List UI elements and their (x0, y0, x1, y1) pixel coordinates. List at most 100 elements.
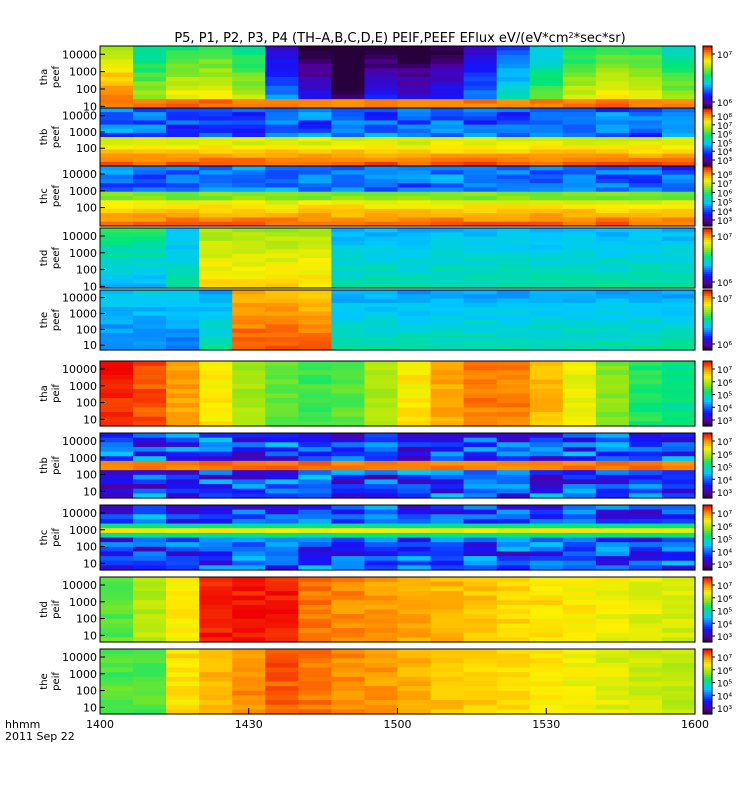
heatmap-cell (496, 379, 531, 385)
heatmap-cell (397, 361, 432, 367)
heatmap-cell (331, 166, 366, 171)
heatmap-cell (463, 460, 498, 467)
heatmap-cell (232, 337, 266, 343)
heatmap-cell (298, 700, 332, 706)
heatmap-cell (364, 433, 399, 439)
heatmap-cell (529, 370, 564, 376)
heatmap-cell (628, 658, 663, 664)
heatmap-cell (199, 407, 233, 413)
heatmap-cell (496, 81, 531, 87)
colorbar-segment (703, 188, 712, 191)
heatmap-cell (661, 262, 696, 268)
colorbar-segment (703, 182, 712, 185)
heatmap-cell (595, 667, 630, 673)
heatmap-cell (199, 586, 233, 592)
heatmap-cell (166, 474, 200, 481)
heatmap-cell (661, 258, 696, 263)
colorbar-segment (703, 577, 712, 580)
heatmap-cell (166, 204, 200, 210)
heatmap-cell (298, 542, 332, 548)
heatmap-cell (331, 145, 366, 151)
heatmap-cell (166, 166, 200, 171)
heatmap-cell (430, 249, 465, 255)
heatmap-cell (265, 170, 299, 176)
heatmap-cell (496, 388, 531, 395)
heatmap-cell (199, 600, 233, 606)
heatmap-cell (397, 157, 432, 163)
heatmap-cell (265, 416, 299, 422)
colorbar-tick-label: 10³ (717, 561, 732, 571)
heatmap-cell (199, 695, 233, 701)
heatmap-cell (661, 337, 696, 343)
heatmap-cell (496, 704, 531, 710)
heatmap-cell (496, 384, 531, 390)
heatmap-cell (661, 590, 696, 597)
heatmap-cell (529, 407, 564, 413)
heatmap-cell (463, 421, 498, 427)
heatmap-cell (133, 416, 167, 422)
heatmap-cell (463, 537, 498, 543)
heatmap-cell (595, 407, 630, 413)
heatmap-cell (100, 370, 134, 376)
heatmap-cell (133, 174, 167, 180)
heatmap-cell (628, 528, 663, 534)
heatmap-cell (100, 676, 134, 683)
heatmap-cell (595, 609, 630, 615)
colorbar-segment (703, 87, 712, 90)
heatmap-cell (463, 236, 498, 242)
heatmap-cell (661, 456, 696, 462)
heatmap-cell (298, 200, 332, 206)
heatmap-cell (529, 50, 564, 56)
colorbar-segment (703, 533, 712, 536)
heatmap-cell (298, 191, 332, 197)
heatmap-cell (496, 275, 531, 281)
colorbar-segment (703, 655, 712, 659)
heatmap-cell (661, 600, 696, 606)
heatmap-cell (463, 266, 498, 272)
heatmap-cell (463, 509, 498, 515)
heatmap-cell (298, 456, 332, 462)
heatmap-cell (166, 653, 200, 659)
heatmap-cell (232, 320, 266, 325)
heatmap-cell (298, 253, 332, 259)
heatmap-cell (397, 523, 432, 529)
heatmap-cell (397, 374, 432, 381)
heatmap-cell (529, 433, 564, 439)
heatmap-cell (661, 577, 696, 583)
heatmap-cell (331, 379, 366, 385)
heatmap-cell (331, 365, 366, 371)
heatmap-cell (298, 90, 332, 96)
heatmap-cell (661, 137, 696, 142)
heatmap-cell (397, 421, 432, 427)
heatmap-cell (430, 614, 465, 620)
heatmap-cell (100, 604, 134, 611)
heatmap-cell (100, 90, 134, 96)
heatmap-cell (562, 174, 597, 180)
heatmap-cell (232, 658, 266, 664)
heatmap-cell (232, 245, 266, 251)
y-tick-label: 100 (76, 541, 97, 554)
heatmap-cell (265, 686, 299, 692)
heatmap-cell (562, 470, 597, 476)
heatmap-cell (496, 484, 531, 490)
heatmap-cell (199, 509, 233, 515)
heatmap-cell (232, 85, 266, 91)
heatmap-cell (232, 253, 266, 259)
heatmap-cell (562, 77, 597, 83)
colorbar-segment (703, 216, 712, 219)
heatmap-cell (661, 307, 696, 313)
heatmap-cell (331, 446, 366, 453)
colorbar-frame (702, 432, 713, 499)
heatmap-cell (496, 178, 531, 184)
colorbar-segment (703, 272, 712, 275)
heatmap-cell (595, 528, 630, 534)
heatmap-cell (232, 556, 266, 562)
colorbar-segment (703, 72, 712, 76)
heatmap-cell (331, 236, 366, 242)
heatmap-cell (232, 174, 266, 180)
heatmap-cell (133, 85, 167, 91)
heatmap-cell (166, 442, 200, 448)
panel-label-probe: thb (39, 129, 50, 146)
heatmap-cell (166, 63, 200, 69)
heatmap-cell (265, 311, 299, 317)
